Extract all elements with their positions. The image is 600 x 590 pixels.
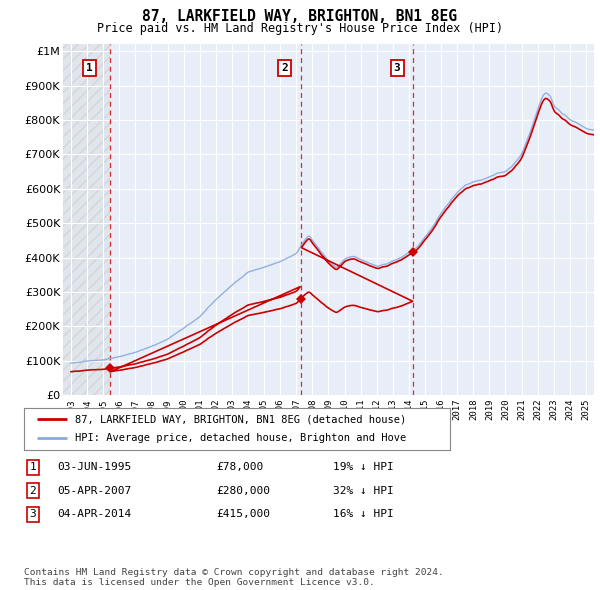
Text: Contains HM Land Registry data © Crown copyright and database right 2024.
This d: Contains HM Land Registry data © Crown c… xyxy=(24,568,444,587)
Text: £280,000: £280,000 xyxy=(216,486,270,496)
Text: £415,000: £415,000 xyxy=(216,510,270,519)
Text: 3: 3 xyxy=(29,510,37,519)
Text: 1: 1 xyxy=(86,63,92,73)
Text: 2: 2 xyxy=(281,63,288,73)
Text: 16% ↓ HPI: 16% ↓ HPI xyxy=(333,510,394,519)
Text: 04-APR-2014: 04-APR-2014 xyxy=(57,510,131,519)
Text: 32% ↓ HPI: 32% ↓ HPI xyxy=(333,486,394,496)
Bar xyxy=(63,44,110,395)
Text: 87, LARKFIELD WAY, BRIGHTON, BN1 8EG: 87, LARKFIELD WAY, BRIGHTON, BN1 8EG xyxy=(143,9,458,24)
Text: 19% ↓ HPI: 19% ↓ HPI xyxy=(333,463,394,472)
Text: 03-JUN-1995: 03-JUN-1995 xyxy=(57,463,131,472)
Text: HPI: Average price, detached house, Brighton and Hove: HPI: Average price, detached house, Brig… xyxy=(75,434,406,444)
Text: 3: 3 xyxy=(394,63,400,73)
Text: 87, LARKFIELD WAY, BRIGHTON, BN1 8EG (detached house): 87, LARKFIELD WAY, BRIGHTON, BN1 8EG (de… xyxy=(75,414,406,424)
Text: Price paid vs. HM Land Registry's House Price Index (HPI): Price paid vs. HM Land Registry's House … xyxy=(97,22,503,35)
Text: 1: 1 xyxy=(29,463,37,472)
Text: 2: 2 xyxy=(29,486,37,496)
Text: £78,000: £78,000 xyxy=(216,463,263,472)
Text: 05-APR-2007: 05-APR-2007 xyxy=(57,486,131,496)
